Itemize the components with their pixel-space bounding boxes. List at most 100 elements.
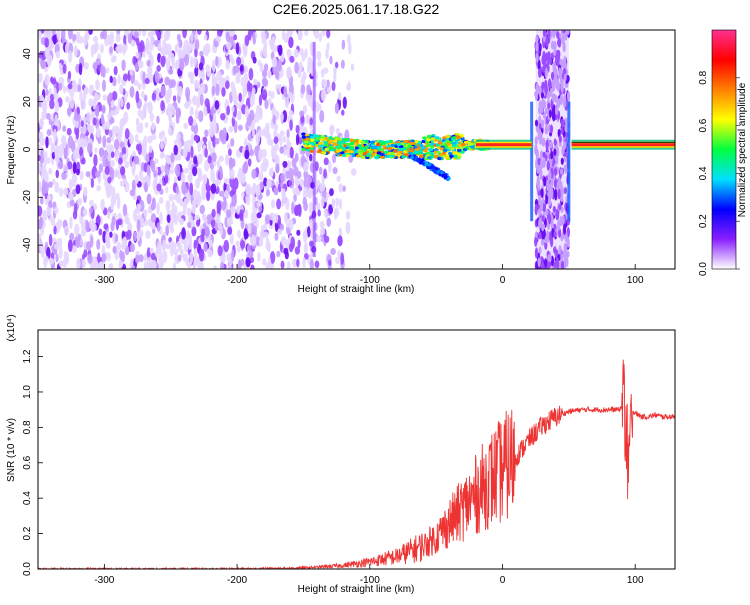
heatmap-noise-cell bbox=[88, 98, 93, 107]
heatmap-noise-cell bbox=[97, 263, 102, 269]
heatmap-noise-cell bbox=[189, 71, 195, 85]
heatmap-track-cell bbox=[427, 163, 432, 167]
heatmap-track-cell bbox=[462, 147, 468, 152]
heatmap-noise-cell bbox=[192, 95, 198, 106]
heatmap-noise-cell bbox=[155, 30, 159, 36]
heatmap-noise-cell bbox=[162, 239, 166, 250]
heatmap-noise-cell bbox=[190, 56, 194, 68]
heatmap-noise-cell bbox=[214, 138, 220, 145]
heatmap-track-cell bbox=[384, 150, 389, 154]
heatmap-noise-cell bbox=[150, 213, 157, 223]
heatmap-noise-cell bbox=[39, 216, 43, 230]
heatmap-band-cell bbox=[556, 209, 560, 220]
heatmap-noise-cell bbox=[174, 154, 178, 162]
heatmap-track-cell bbox=[388, 139, 394, 143]
heatmap-noise-cell bbox=[249, 96, 254, 107]
heatmap-band-cell bbox=[534, 247, 539, 259]
heatmap-noise-cell bbox=[326, 79, 330, 88]
heatmap-noise-cell bbox=[138, 254, 144, 263]
heatmap-noise-cell bbox=[250, 211, 256, 224]
heatmap-noise-cell bbox=[124, 128, 130, 140]
heatmap-band-cell bbox=[542, 30, 547, 37]
heatmap-noise-cell bbox=[181, 227, 186, 240]
heatmap-noise-cell bbox=[177, 254, 182, 262]
heatmap-band-cell bbox=[544, 107, 548, 115]
heatmap-noise-cell bbox=[143, 253, 148, 262]
heatmap-noise-cell bbox=[224, 154, 230, 166]
heatmap-noise-cell bbox=[141, 30, 147, 37]
heatmap-noise-cell bbox=[139, 229, 144, 238]
heatmap-noise-cell bbox=[210, 167, 215, 176]
heatmap-noise-cell bbox=[106, 242, 111, 249]
heatmap-noise-cell bbox=[212, 134, 216, 148]
heatmap-noise-cell bbox=[326, 30, 331, 39]
heatmap-noise-cell bbox=[123, 178, 128, 186]
heatmap-noise-cell bbox=[214, 40, 219, 48]
heatmap-noise-cell bbox=[46, 96, 50, 103]
heatmap-noise-cell bbox=[42, 210, 48, 222]
heatmap-noise-cell bbox=[308, 218, 314, 228]
heatmap-band-cell bbox=[553, 138, 557, 146]
heatmap-noise-cell bbox=[255, 184, 261, 197]
heatmap-stripe bbox=[312, 41, 316, 258]
heatmap-noise-cell bbox=[90, 177, 95, 189]
heatmap-noise-cell bbox=[40, 245, 45, 258]
heatmap-noise-cell bbox=[288, 109, 294, 117]
heatmap-noise-cell bbox=[238, 124, 243, 131]
heatmap-track-cell bbox=[371, 146, 376, 150]
heatmap-track-cell bbox=[436, 169, 441, 174]
heatmap-noise-cell bbox=[280, 181, 284, 188]
heatmap-noise-cell bbox=[133, 79, 139, 87]
heatmap-noise-cell bbox=[276, 198, 282, 210]
heatmap-noise-cell bbox=[44, 37, 49, 49]
heatmap-noise-cell bbox=[109, 231, 113, 238]
heatmap-noise-cell bbox=[43, 255, 49, 263]
heatmap-noise-cell bbox=[54, 114, 58, 127]
heatmap-band-cell bbox=[548, 170, 552, 180]
heatmap-noise-cell bbox=[67, 30, 73, 40]
heatmap-track-cell bbox=[456, 148, 462, 153]
heatmap-noise-cell bbox=[136, 229, 141, 242]
heatmap-band-cell bbox=[550, 150, 554, 160]
heatmap-noise-cell bbox=[76, 257, 81, 269]
heatmap-noise-cell bbox=[167, 48, 173, 59]
heatmap-noise-cell bbox=[175, 59, 180, 70]
heatmap-noise-cell bbox=[41, 110, 47, 120]
heatmap-band-cell bbox=[534, 119, 539, 127]
heatmap-noise-cell bbox=[52, 248, 58, 255]
spectrogram-x-label: Height of straight line (km) bbox=[298, 284, 415, 295]
heatmap-noise-cell bbox=[266, 189, 271, 197]
heatmap-noise-cell bbox=[182, 146, 188, 159]
heatmap-noise-cell bbox=[95, 126, 102, 138]
heatmap-noise-cell bbox=[189, 251, 194, 265]
heatmap-noise-cell bbox=[107, 112, 111, 121]
heatmap-noise-cell bbox=[49, 93, 55, 101]
heatmap-noise-cell bbox=[237, 259, 242, 269]
heatmap-noise-cell bbox=[44, 74, 50, 86]
snr-y-ticks: 0.0 0.2 0.4 0.6 0.8 1.0 1.2 bbox=[22, 349, 43, 576]
heatmap-track-cell bbox=[359, 146, 365, 150]
heatmap-noise-cell bbox=[243, 161, 248, 174]
heatmap-noise-region bbox=[38, 30, 357, 269]
heatmap-track-cell bbox=[376, 146, 382, 150]
heatmap-noise-cell bbox=[168, 126, 172, 133]
heatmap-noise-cell bbox=[119, 84, 124, 95]
heatmap-noise-cell bbox=[302, 196, 308, 206]
heatmap-noise-cell bbox=[74, 223, 80, 237]
heatmap-noise-cell bbox=[230, 30, 236, 35]
heatmap-noise-cell bbox=[106, 137, 112, 144]
heatmap-noise-cell bbox=[206, 70, 212, 78]
heatmap-noise-cell bbox=[66, 127, 72, 136]
heatmap-track-cell bbox=[360, 155, 366, 159]
heatmap-track-cell bbox=[399, 147, 404, 151]
heatmap-noise-cell bbox=[122, 73, 128, 82]
heatmap-noise-cell bbox=[82, 259, 86, 268]
heatmap-band-cell bbox=[554, 188, 558, 201]
heatmap-noise-cell bbox=[326, 42, 330, 51]
heatmap-noise-cell bbox=[122, 236, 128, 250]
heatmap-noise-cell bbox=[186, 221, 193, 229]
heatmap-noise-cell bbox=[38, 131, 44, 141]
heatmap-track-cell bbox=[335, 149, 341, 153]
heatmap-noise-cell bbox=[169, 226, 175, 234]
heatmap-noise-cell bbox=[117, 130, 122, 142]
